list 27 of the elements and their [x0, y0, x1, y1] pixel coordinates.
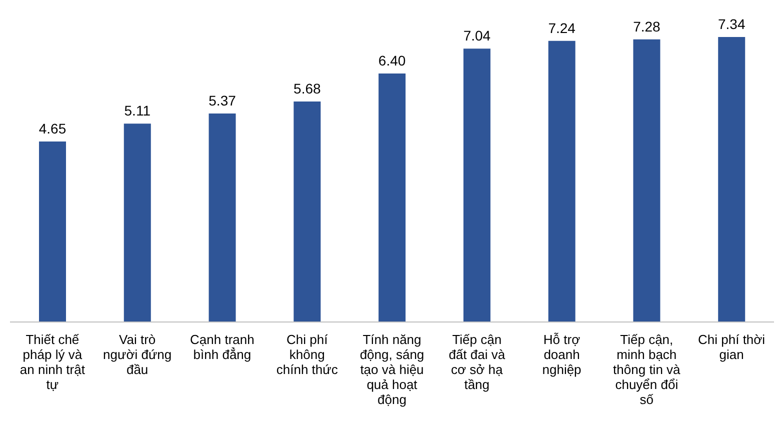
- data-label: 7.04: [463, 28, 491, 44]
- bar: [718, 37, 746, 322]
- x-tick-label: Tiếp cận đất đai và cơ sở hạ tầng: [448, 332, 506, 392]
- data-label: 6.40: [378, 52, 406, 68]
- x-tick-label: Tính năng động, sáng tạo và hiệu quả hoạt động: [360, 332, 424, 407]
- data-label: 5.37: [208, 92, 236, 108]
- bar: [294, 101, 321, 322]
- x-tick-label: Vai trò người đứng đầu: [103, 332, 172, 377]
- x-tick-label: Tiếp cận, minh bạch thông tin và chuyển đổi số: [613, 332, 682, 407]
- x-tick-label: Chi phí không chính thức: [276, 332, 338, 377]
- bar: [124, 124, 151, 322]
- data-label: 7.34: [718, 16, 746, 32]
- bar: [548, 40, 576, 322]
- x-tick-label: Chi phí thời gian: [698, 332, 766, 362]
- data-label: 7.28: [633, 18, 661, 34]
- data-label: 5.68: [294, 80, 322, 96]
- bar: [633, 39, 660, 322]
- bar: [39, 141, 66, 322]
- x-tick-label: Thiết chế pháp lý và an ninh trật tự: [20, 332, 86, 392]
- data-label: 4.65: [38, 120, 66, 136]
- bar: [208, 113, 236, 322]
- data-label: 7.24: [548, 20, 576, 36]
- x-tick-label: Cạnh tranh bình đẳng: [190, 332, 254, 362]
- bar: [378, 74, 406, 322]
- x-tick-label: Hỗ trợ doanh nghiệp: [542, 332, 582, 377]
- bar: [463, 48, 490, 322]
- data-label: 5.11: [124, 102, 151, 119]
